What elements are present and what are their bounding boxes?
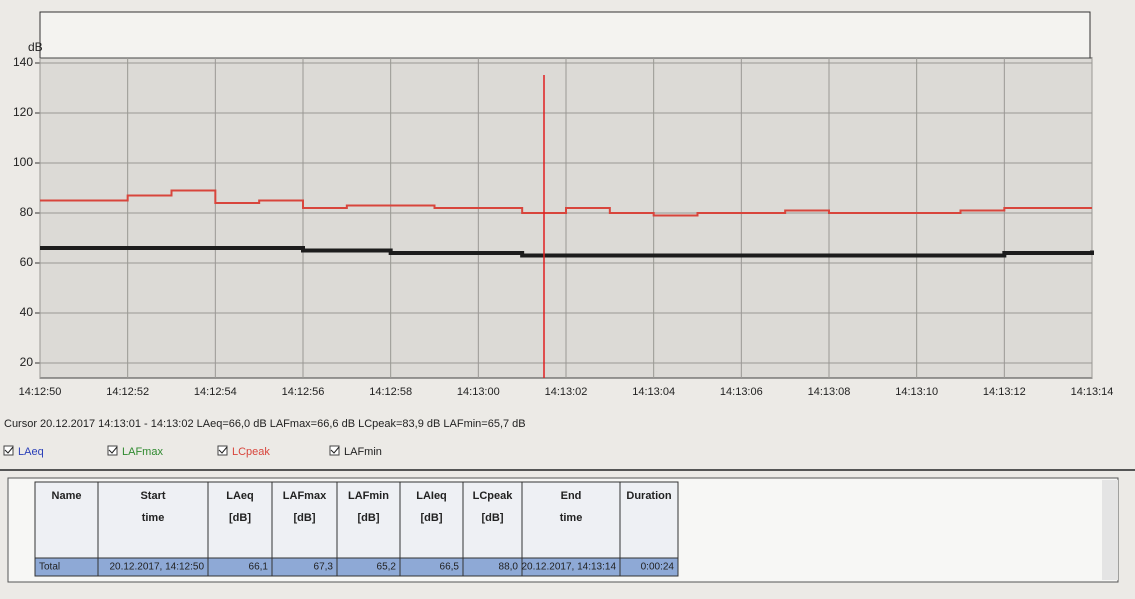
x-tick-label: 14:13:02 bbox=[545, 386, 588, 398]
header-text: LCpeak bbox=[473, 490, 514, 502]
cell-text: Total bbox=[39, 562, 60, 573]
x-tick-label: 14:13:08 bbox=[808, 386, 851, 398]
y-tick-label: 40 bbox=[20, 305, 34, 319]
page: dB 20 40 60 80 100 120 140 14:12:50 14:12:52 14:1… bbox=[0, 0, 1135, 599]
y-tick-label: 80 bbox=[20, 205, 34, 219]
header-text: time bbox=[142, 512, 165, 524]
header-text: [dB] bbox=[482, 512, 504, 524]
header-text: End bbox=[561, 490, 582, 502]
header-text: [dB] bbox=[358, 512, 380, 524]
screen: dB 20 40 60 80 100 120 140 14:12:50 14:12:52 14:1… bbox=[0, 0, 1135, 594]
x-tick-label: 14:13:00 bbox=[457, 386, 500, 398]
cell-text: 88,0 bbox=[499, 562, 519, 573]
header-text: LAFmax bbox=[283, 490, 327, 502]
cell-text: 65,2 bbox=[377, 562, 397, 573]
header-text: Start bbox=[140, 490, 165, 502]
header-text: [dB] bbox=[421, 512, 443, 524]
header-text: LAeq bbox=[226, 490, 254, 502]
x-tick-label: 14:12:56 bbox=[282, 386, 325, 398]
x-tick-label: 14:12:52 bbox=[106, 386, 149, 398]
cell-text: 20.12.2017, 14:13:14 bbox=[521, 562, 616, 573]
scrollbar[interactable] bbox=[1102, 480, 1118, 580]
cell-text: 67,3 bbox=[314, 562, 334, 573]
x-tick-label: 14:12:58 bbox=[369, 386, 412, 398]
header-text: time bbox=[560, 512, 583, 524]
legend-label: LAFmin bbox=[344, 446, 382, 458]
x-tick-label: 14:13:10 bbox=[895, 386, 938, 398]
y-tick-label: 120 bbox=[13, 105, 33, 119]
table: Name Start time LAeq [dB] LAFmax [dB] LAFmin [dB… bbox=[35, 482, 678, 576]
header-text: [dB] bbox=[294, 512, 316, 524]
y-tick-label: 20 bbox=[20, 355, 34, 369]
header-text: Duration bbox=[626, 490, 672, 502]
x-tick-label: 14:13:14 bbox=[1071, 386, 1114, 398]
cell-text: 20.12.2017, 14:12:50 bbox=[109, 562, 204, 573]
header-text: [dB] bbox=[229, 512, 251, 524]
header-text: LAIeq bbox=[416, 490, 447, 502]
cell-text: 66,5 bbox=[440, 562, 460, 573]
overview-bar bbox=[40, 12, 1090, 58]
cursor-text: Cursor 20.12.2017 14:13:01 - 14:13:02 LA… bbox=[4, 418, 526, 430]
y-tick-label: 100 bbox=[13, 155, 33, 169]
header-text: Name bbox=[52, 490, 82, 502]
cell-text: 66,1 bbox=[249, 562, 269, 573]
y-axis-label: dB bbox=[28, 40, 43, 54]
legend-label: LAeq bbox=[18, 446, 44, 458]
legend-label: LCpeak bbox=[232, 446, 270, 458]
legend-label: LAFmax bbox=[122, 446, 163, 458]
y-tick-label: 140 bbox=[13, 55, 33, 69]
x-tick-label: 14:13:04 bbox=[632, 386, 675, 398]
x-tick-label: 14:13:12 bbox=[983, 386, 1026, 398]
x-tick-label: 14:12:50 bbox=[19, 386, 62, 398]
cell-text: 0:00:24 bbox=[641, 562, 675, 573]
x-tick-label: 14:13:06 bbox=[720, 386, 763, 398]
y-tick-label: 60 bbox=[20, 255, 34, 269]
x-tick-label: 14:12:54 bbox=[194, 386, 237, 398]
header-text: LAFmin bbox=[348, 490, 389, 502]
